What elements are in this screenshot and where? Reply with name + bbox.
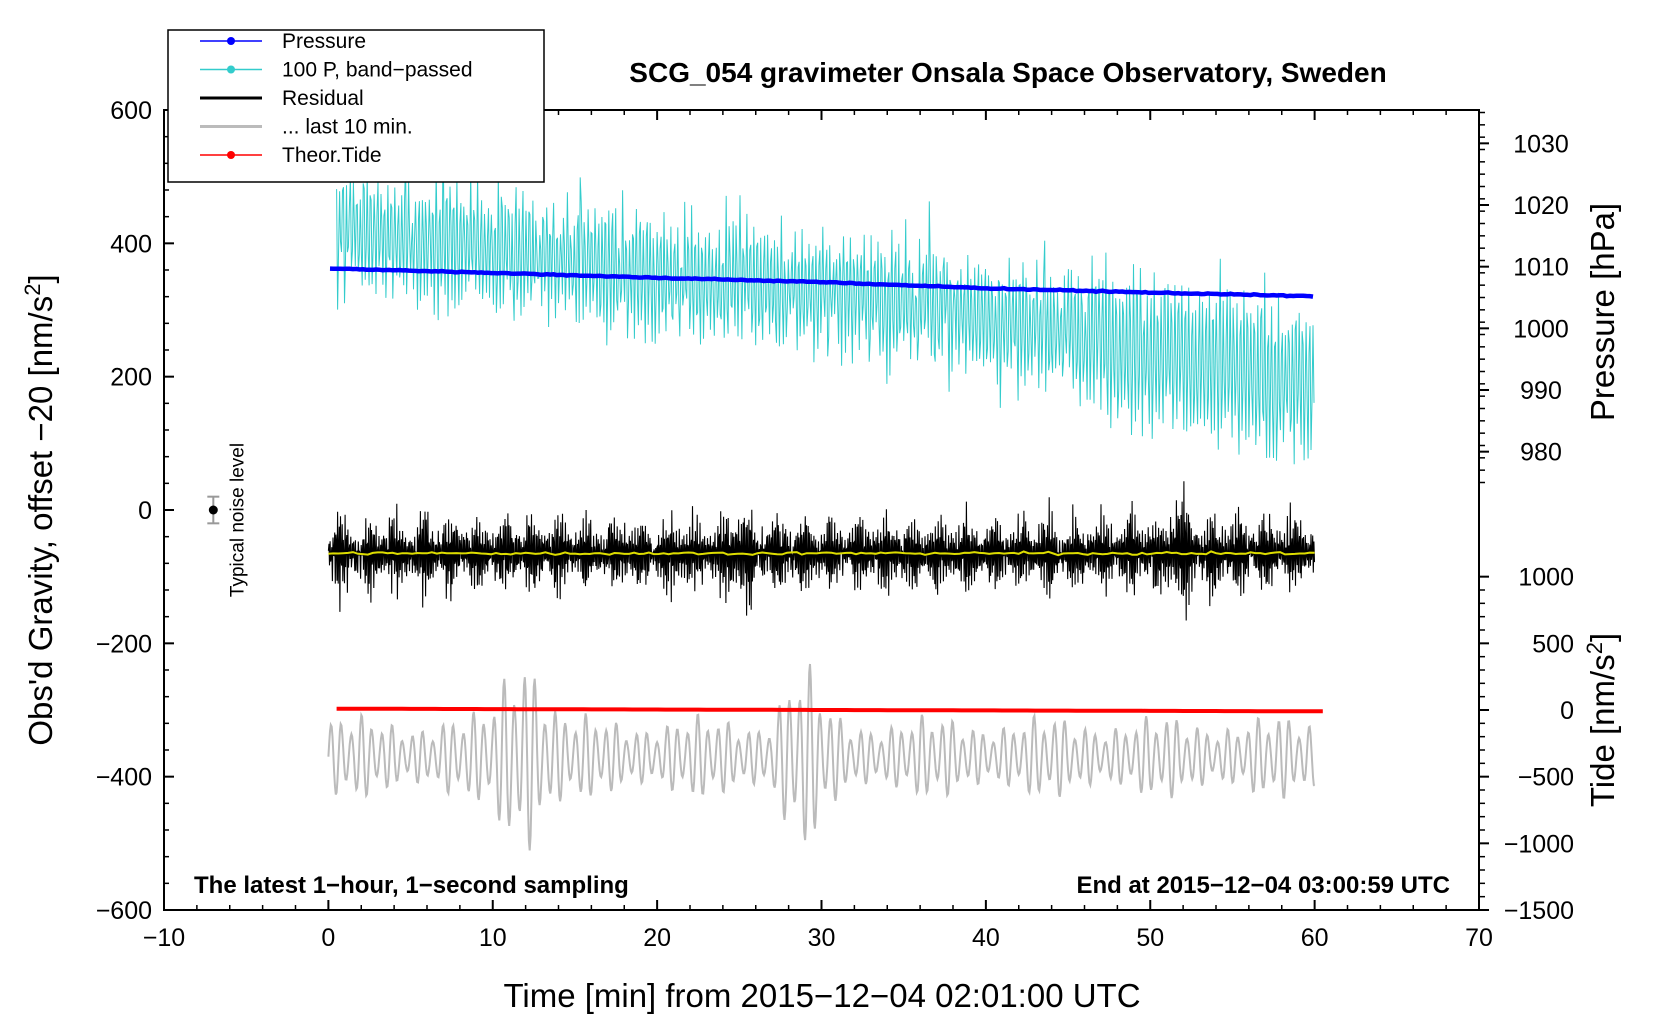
y-axis-title-gravity-main: Obs'd Gravity, offset −20 [nm/s <box>22 296 59 746</box>
noise-label: Typical noise level <box>227 443 248 597</box>
legend: Pressure 100 P, band−passed Residual ... la… <box>167 29 545 183</box>
series-last-10-min-line <box>327 663 1316 851</box>
legend-marker <box>227 151 235 159</box>
x-tick-label: 70 <box>1465 924 1493 952</box>
pressure-tick-label: 1020 <box>1513 192 1569 220</box>
tide-tick-label: −1000 <box>1504 830 1574 858</box>
x-tick-label: 20 <box>643 924 671 952</box>
series-residual-line <box>327 481 1316 621</box>
x-tick-label: 40 <box>972 924 1000 952</box>
tide-tick-label: −500 <box>1518 764 1574 792</box>
x-tick-label: 30 <box>808 924 836 952</box>
legend-label: Theor.Tide <box>282 144 382 167</box>
tide-tick-label: 500 <box>1532 630 1574 658</box>
x-tick-label: 60 <box>1301 924 1329 952</box>
y-tick-label: −200 <box>96 630 152 658</box>
legend-label: Pressure <box>282 30 366 53</box>
legend-label: ... last 10 min. <box>282 116 413 139</box>
legend-label: Residual <box>282 87 364 110</box>
pressure-tick-label: 1000 <box>1513 315 1569 343</box>
y-tick-label: 600 <box>110 97 152 125</box>
pressure-tick-label: 990 <box>1520 377 1562 405</box>
note-left: The latest 1−hour, 1−second sampling <box>194 872 629 899</box>
legend-items: Pressure 100 P, band−passed Residual ... la… <box>200 30 473 167</box>
y-axis-title-tide: Tide [nm/s2] <box>1582 633 1621 807</box>
tide-tick-label: 1000 <box>1518 564 1574 592</box>
y-tick-label: 200 <box>110 364 152 392</box>
y-axis-title-gravity: Obs'd Gravity, offset −20 [nm/s2] <box>20 274 59 745</box>
legend-marker <box>227 37 235 45</box>
series-band-passed-pressure-line <box>336 127 1315 465</box>
chart-title: SCG_054 gravimeter Onsala Space Observat… <box>629 57 1386 88</box>
x-tick-label: 10 <box>479 924 507 952</box>
data-layer <box>327 127 1323 851</box>
axes-layer: −10 0 10 20 30 40 50 60 70−600−400−2000200400600… <box>96 97 1574 952</box>
series-theor-tide-line <box>336 706 1323 714</box>
y-axis-title-gravity-close: ] <box>22 274 59 283</box>
y-axis-title-pressure: Pressure [hPa] <box>1584 203 1621 421</box>
y-axis-title-tide-main: Tide [nm/s <box>1584 654 1621 807</box>
pressure-tick-label: 1030 <box>1513 130 1569 158</box>
noise-marker <box>208 505 218 515</box>
x-tick-label: 0 <box>321 924 335 952</box>
x-axis-title: Time [min] from 2015−12−04 02:01:00 UTC <box>503 977 1140 1014</box>
tide-tick-label: 0 <box>1560 697 1574 725</box>
y-tick-label: 400 <box>110 230 152 258</box>
legend-label: 100 P, band−passed <box>282 59 473 82</box>
series-residual-mean-line <box>328 550 1315 557</box>
y-tick-label: −400 <box>96 764 152 792</box>
y-axis-title-tide-sup: 2 <box>1582 642 1607 654</box>
x-tick-label: −10 <box>143 924 185 952</box>
y-tick-label: −600 <box>96 897 152 925</box>
x-tick-label: 50 <box>1136 924 1164 952</box>
legend-marker <box>227 65 235 74</box>
series-pressure-line <box>329 266 1314 299</box>
pressure-tick-label: 1010 <box>1513 254 1569 282</box>
note-right: End at 2015−12−04 03:00:59 UTC <box>1076 872 1450 899</box>
y-tick-label: 0 <box>138 497 152 525</box>
noise-level-indicator: Typical noise level <box>207 443 248 597</box>
y-axis-title-tide-close: ] <box>1584 633 1621 642</box>
tide-tick-label: −1500 <box>1504 897 1574 925</box>
y-axis-title-gravity-sup: 2 <box>20 284 45 296</box>
pressure-tick-label: 980 <box>1520 439 1562 467</box>
